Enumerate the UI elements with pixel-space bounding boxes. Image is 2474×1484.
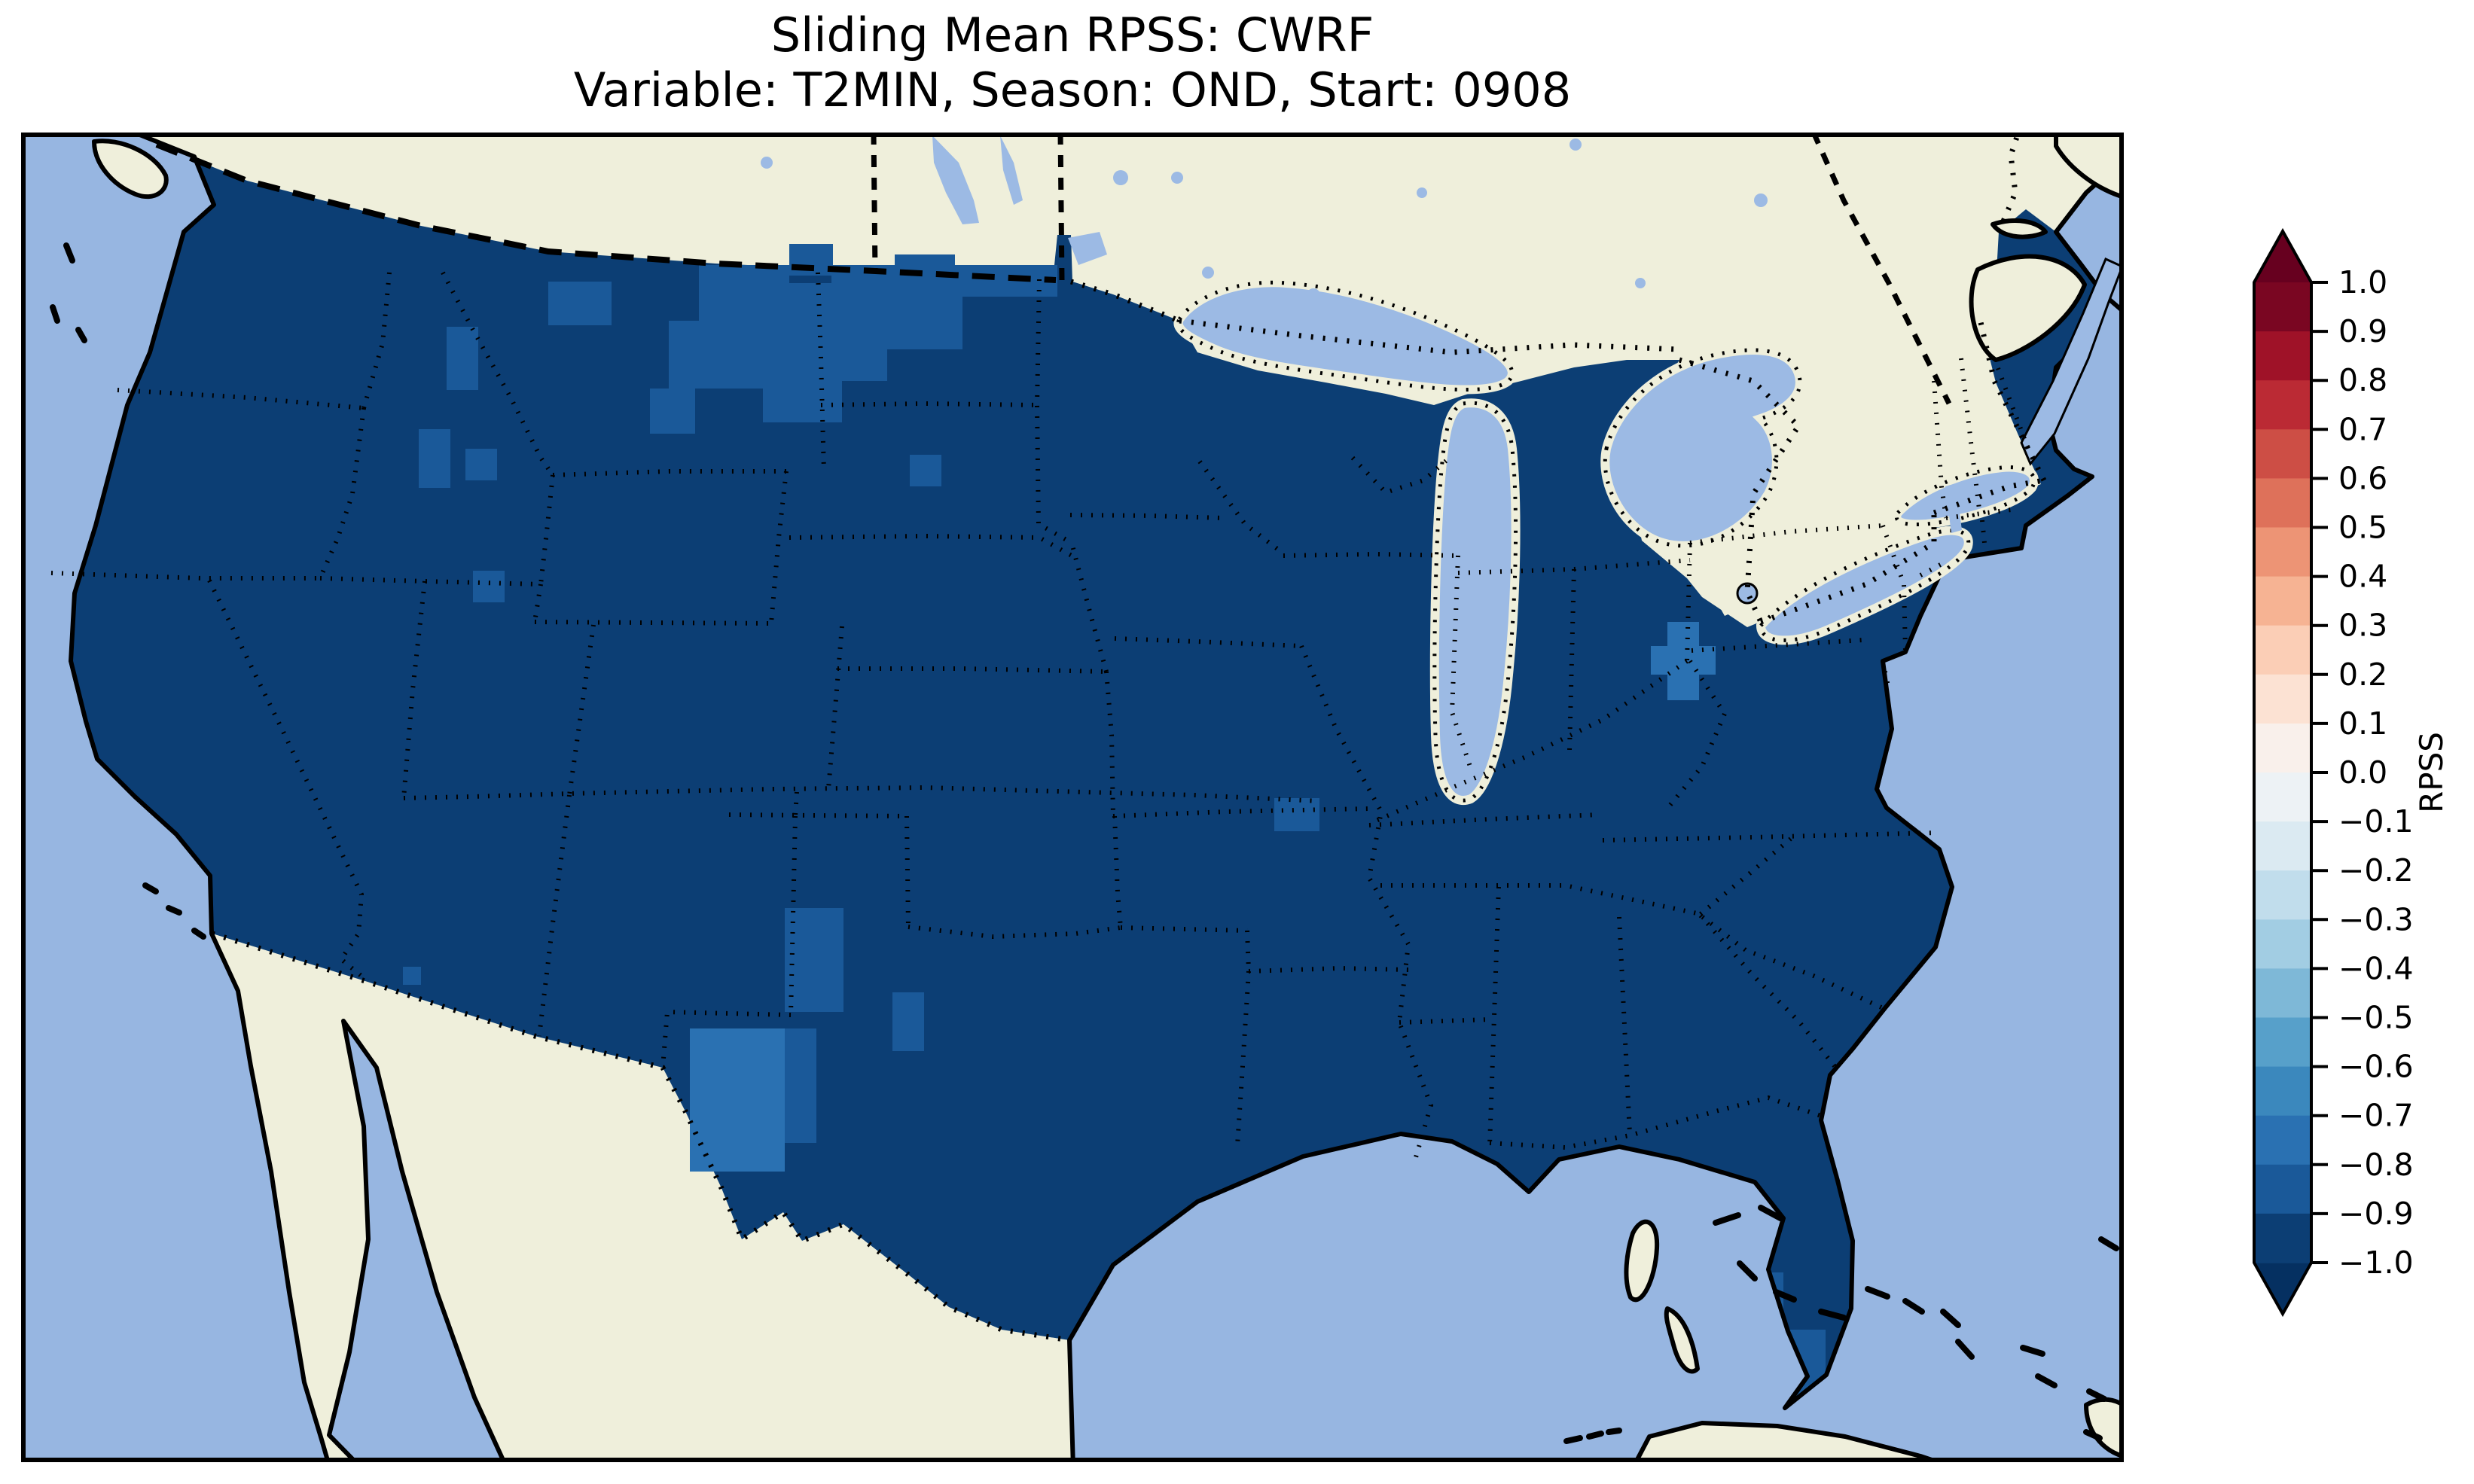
colorbar-tick-label: −0.5 <box>2338 1000 2414 1036</box>
colorbar-segments <box>2254 282 2311 1263</box>
rpss-light-patches <box>690 622 1716 1348</box>
colorbar-tick-label: −0.6 <box>2338 1049 2414 1085</box>
colorbar-tick-label: −0.3 <box>2338 901 2414 937</box>
colorbar-tick-label: 0.1 <box>2338 705 2387 742</box>
figure-title: Sliding Mean RPSS: CWRF Variable: T2MIN,… <box>21 8 2124 117</box>
island-squiggles <box>50 242 2119 1444</box>
colorbar-extend-max-arrow <box>2254 231 2311 282</box>
lake-manitoba <box>1000 136 1023 205</box>
lake-michigan <box>1429 398 1521 806</box>
map-frame <box>21 133 2124 1462</box>
bahamas-andros <box>1624 1219 1660 1303</box>
lake-champlain <box>1945 483 1962 533</box>
colorbar-tick-labels: 1.0 0.9 0.8 0.7 0.6 0.5 0.4 0.3 0.2 0.1 0.0 −0.1 −0.… <box>2338 264 2414 1281</box>
colorbar-tick-label: −0.4 <box>2338 950 2414 986</box>
colorbar-ticks <box>2311 281 2328 1264</box>
colorbar-tick-label: 0.8 <box>2338 362 2387 398</box>
colorbar-tick-label: 1.0 <box>2338 264 2387 300</box>
us-data-region <box>72 145 2101 1408</box>
colorbar-extend-min-arrow <box>2254 1263 2311 1314</box>
colorbar-tick-label: 0.4 <box>2338 559 2387 595</box>
colorbar-tick-label: −0.8 <box>2338 1147 2414 1183</box>
colorbar-tick-label: 0.9 <box>2338 313 2387 349</box>
state-borders <box>50 271 2033 1163</box>
nova-scotia <box>1969 254 2087 362</box>
colorbar-tick-label: 0.3 <box>2338 608 2387 644</box>
colorbar-tick-label: −0.9 <box>2338 1196 2414 1232</box>
bahamas-eleuthera <box>1664 1306 1700 1374</box>
colorbar-tick-label: −0.7 <box>2338 1098 2414 1134</box>
canada-province-borders <box>871 133 1952 405</box>
lake-ontario <box>1892 462 2039 529</box>
colorbar-axis-label: RPSS <box>2413 732 2450 813</box>
cuba <box>1633 1421 1946 1462</box>
title-line-1: Sliding Mean RPSS: CWRF <box>770 8 1374 62</box>
lake-winnipeg <box>932 136 979 224</box>
colorbar-tick-label: 0.2 <box>2338 657 2387 693</box>
pacific-ocean <box>21 133 331 1462</box>
title-line-2: Variable: T2MIN, Season: OND, Start: 090… <box>573 62 1572 118</box>
colorbar-tick-label: −0.2 <box>2338 852 2414 888</box>
gulf-of-california <box>327 1019 507 1462</box>
ocean-and-coastlines <box>21 133 2124 1462</box>
colorbar-tick-label: 0.7 <box>2338 411 2387 447</box>
lake-st-clair <box>1736 582 1759 605</box>
vancouver-island <box>92 139 169 200</box>
prince-edward-island <box>1990 218 2048 239</box>
newfoundland-corner <box>2054 133 2124 200</box>
border-through-lakes <box>211 133 2047 1343</box>
canada-lakes <box>761 136 1962 533</box>
islands <box>92 133 2124 1462</box>
atlantic-gulf-of-mexico <box>1067 290 2124 1462</box>
conus-rpss-map <box>21 133 2124 1462</box>
colorbar-tick-label: 0.6 <box>2338 460 2387 496</box>
colorbar-tick-label: 0.5 <box>2338 510 2387 546</box>
lake-superior <box>1173 278 1517 395</box>
colorbar-tick-label: −0.1 <box>2338 803 2414 840</box>
colorbar: 1.0 0.9 0.8 0.7 0.6 0.5 0.4 0.3 0.2 0.1 0.0 −0.1 −0.… <box>2225 215 2474 1359</box>
colorbar-tick-label: 0.0 <box>2338 754 2387 791</box>
colorbar-tick-label: −1.0 <box>2338 1245 2414 1281</box>
st-lawrence-river <box>2020 257 2124 466</box>
lake-of-the-woods <box>1068 232 1107 265</box>
map-axes <box>21 133 2124 1462</box>
